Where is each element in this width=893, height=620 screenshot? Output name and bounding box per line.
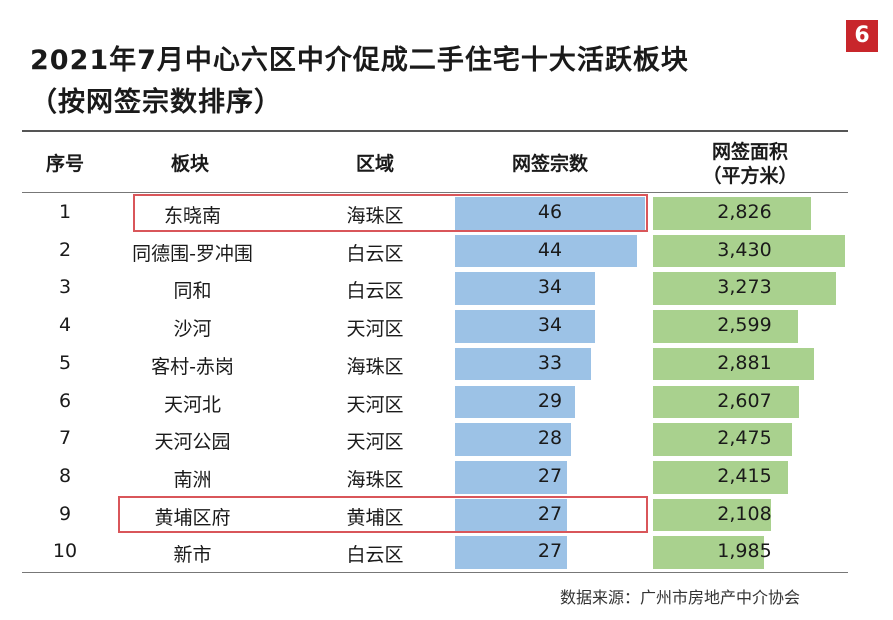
district-cell: 海珠区 bbox=[346, 355, 404, 378]
area-bar bbox=[653, 197, 811, 230]
table-top-rule bbox=[22, 130, 848, 132]
rank-cell: 10 bbox=[52, 540, 78, 563]
district-cell: 天河区 bbox=[346, 431, 404, 454]
area-bar bbox=[653, 234, 845, 268]
table-bottom-rule bbox=[22, 572, 848, 573]
block-cell: 黄埔区府 bbox=[154, 506, 231, 529]
district-cell: 海珠区 bbox=[346, 468, 404, 491]
area-bar bbox=[653, 498, 771, 532]
count-bar bbox=[455, 423, 571, 456]
count-bar bbox=[455, 234, 637, 268]
area-value: 2,607 bbox=[717, 389, 772, 412]
count-value: 27 bbox=[537, 502, 563, 525]
area-value: 2,415 bbox=[717, 464, 772, 487]
count-value: 34 bbox=[537, 314, 563, 337]
area-bar bbox=[653, 385, 799, 419]
area-value: 2,881 bbox=[717, 351, 772, 374]
header-area-unit: （平方米） bbox=[702, 165, 798, 187]
header-rank: 序号 bbox=[45, 153, 84, 175]
district-cell: 白云区 bbox=[346, 280, 404, 303]
count-value: 27 bbox=[537, 464, 563, 487]
area-value: 3,430 bbox=[717, 238, 772, 261]
block-cell: 客村-赤岗 bbox=[151, 355, 234, 378]
source-note: 数据来源：广州市房地产中介协会 bbox=[560, 588, 801, 607]
count-bar bbox=[455, 197, 645, 230]
rank-cell: 9 bbox=[58, 502, 72, 525]
count-value: 44 bbox=[537, 238, 563, 261]
count-bar bbox=[455, 385, 575, 419]
area-value: 1,985 bbox=[717, 540, 772, 563]
rank-cell: 7 bbox=[58, 427, 72, 450]
count-bar bbox=[455, 536, 567, 569]
highlight-box bbox=[133, 194, 648, 232]
block-cell: 同和 bbox=[173, 280, 212, 303]
count-bar bbox=[455, 498, 567, 532]
district-cell: 天河区 bbox=[346, 393, 404, 416]
count-value: 27 bbox=[537, 540, 563, 563]
area-bar bbox=[653, 272, 836, 306]
area-value: 2,475 bbox=[717, 427, 772, 450]
count-value: 29 bbox=[537, 389, 563, 412]
count-bar bbox=[455, 460, 567, 494]
rank-cell: 4 bbox=[58, 314, 72, 337]
rank-cell: 1 bbox=[58, 201, 72, 223]
rank-cell: 6 bbox=[58, 389, 72, 412]
header-area: 网签面积 bbox=[711, 141, 788, 163]
chart-title: 2021年7月中心六区中介促成二手住宅十大活跃板块 bbox=[30, 45, 689, 76]
area-bar bbox=[653, 536, 764, 569]
header-block: 板块 bbox=[170, 153, 209, 175]
table-header-rule bbox=[22, 192, 848, 193]
block-cell: 同德围-罗冲围 bbox=[132, 242, 253, 265]
rank-cell: 2 bbox=[58, 238, 72, 261]
block-cell: 天河公园 bbox=[154, 431, 231, 454]
count-value: 28 bbox=[537, 427, 563, 450]
count-bar bbox=[455, 310, 595, 343]
area-bar bbox=[653, 347, 814, 381]
rank-cell: 8 bbox=[58, 464, 72, 487]
district-cell: 白云区 bbox=[346, 544, 404, 567]
page-number-badge: 6 bbox=[846, 20, 878, 52]
area-bar bbox=[653, 310, 798, 343]
area-value: 2,826 bbox=[717, 201, 772, 223]
header-count: 网签宗数 bbox=[511, 153, 588, 175]
count-value: 33 bbox=[537, 351, 563, 374]
area-bar bbox=[653, 423, 792, 456]
area-value: 2,599 bbox=[717, 314, 772, 337]
area-value: 3,273 bbox=[717, 276, 772, 299]
block-cell: 东晓南 bbox=[163, 205, 221, 227]
count-bar bbox=[455, 347, 591, 381]
header-district: 区域 bbox=[355, 153, 394, 175]
rank-cell: 3 bbox=[58, 276, 72, 299]
block-cell: 新市 bbox=[173, 544, 212, 567]
highlight-box bbox=[118, 495, 648, 534]
district-cell: 白云区 bbox=[346, 242, 404, 265]
area-bar bbox=[653, 460, 788, 494]
area-value: 2,108 bbox=[717, 502, 772, 525]
block-cell: 天河北 bbox=[163, 393, 221, 416]
count-value: 34 bbox=[537, 276, 563, 299]
count-value: 46 bbox=[537, 201, 563, 223]
district-cell: 海珠区 bbox=[346, 205, 404, 227]
district-cell: 天河区 bbox=[346, 318, 404, 341]
rank-cell: 5 bbox=[58, 351, 72, 374]
count-bar bbox=[455, 272, 595, 306]
block-cell: 沙河 bbox=[173, 318, 212, 341]
block-cell: 南洲 bbox=[173, 468, 212, 491]
district-cell: 黄埔区 bbox=[346, 506, 404, 529]
chart-subtitle: （按网签宗数排序） bbox=[30, 87, 282, 118]
